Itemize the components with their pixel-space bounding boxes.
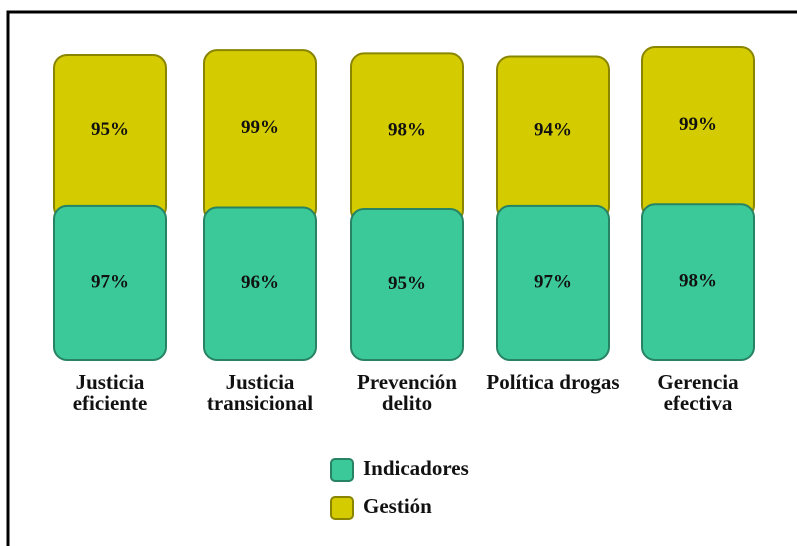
category-label: Política drogas — [486, 370, 620, 394]
value-label: 95% — [388, 273, 426, 294]
value-label: 98% — [388, 120, 426, 141]
bar-segment — [350, 208, 464, 361]
value-label: 94% — [534, 120, 572, 141]
bar-segment — [641, 203, 755, 361]
bar-segment — [53, 204, 167, 361]
legend-label: Gestión — [363, 494, 432, 518]
value-label: 96% — [241, 272, 279, 293]
bar-segment — [203, 206, 317, 361]
category-label: Prevención delito — [357, 370, 457, 415]
value-label: 95% — [91, 119, 129, 140]
value-label: 99% — [679, 114, 717, 135]
value-label: 99% — [241, 117, 279, 138]
value-label: 97% — [91, 271, 129, 292]
legend-label: Indicadores — [363, 456, 469, 480]
bar-segment — [496, 204, 610, 361]
category-label: Gerencia efectiva — [657, 370, 739, 415]
category-label: Justicia eficiente — [72, 370, 148, 415]
legend-swatch — [330, 458, 354, 482]
value-label: 97% — [534, 271, 572, 292]
category-label: Justicia transicional — [206, 370, 314, 415]
legend-swatch — [330, 496, 354, 520]
value-label: 98% — [679, 271, 717, 292]
frame — [6, 10, 797, 546]
